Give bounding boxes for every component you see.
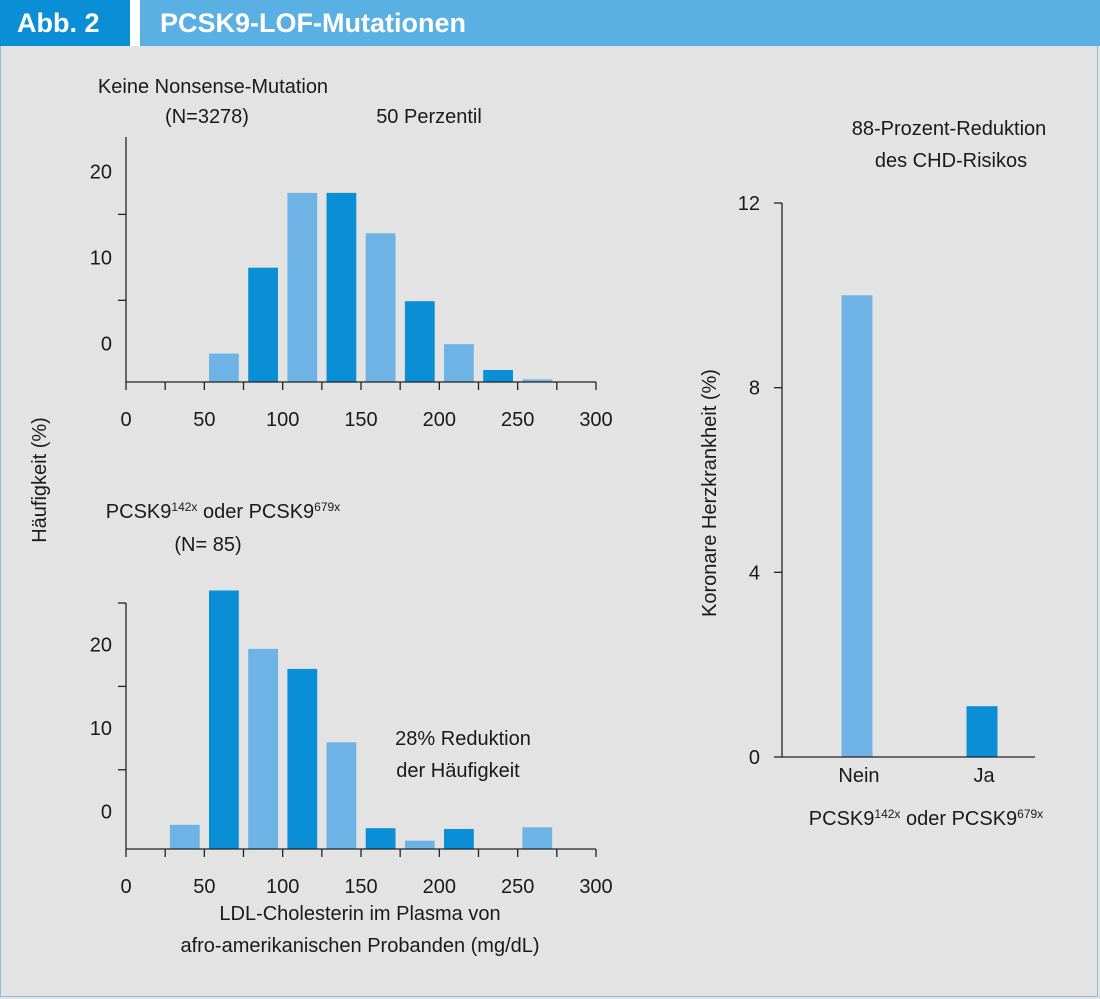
- bottom-bar-0: [169, 824, 200, 849]
- bottom-bar-2: [248, 648, 278, 849]
- top-x-tick-label-6: 300: [579, 409, 612, 431]
- top-y-tick-label-2: 20: [90, 161, 112, 183]
- bottom-x-tick-label-5: 250: [501, 876, 534, 898]
- top-x-tick-label-5: 250: [501, 409, 534, 431]
- right-title-1: 88-Prozent-Reduktion: [852, 118, 1047, 140]
- figure-title: PCSK9-LOF-Mutationen: [140, 0, 1100, 46]
- bottom-bar-1: [209, 590, 239, 849]
- header-bar: Abb. 2 PCSK9-LOF-Mutationen: [0, 0, 1100, 46]
- right-y-tick-label-3: 12: [738, 193, 760, 215]
- top-x-tick-label-4: 200: [423, 409, 456, 431]
- right-xlabel: PCSK9142x oder PCSK9679x: [809, 807, 1043, 830]
- top-bar-5: [404, 301, 435, 382]
- top-x-tick-label-0: 0: [120, 409, 131, 431]
- right-bar-nein: [841, 295, 873, 757]
- top-title: Keine Nonsense-Mutation: [98, 76, 328, 98]
- right-y-tick-label-2: 8: [749, 378, 760, 400]
- top-axes: 0 50 100 150 200 250 300 0 10 20: [90, 137, 613, 431]
- bottom-xlabel-1: LDL-Cholesterin im Plasma von: [219, 903, 500, 925]
- right-xlabel-main: PCSK9: [809, 808, 875, 830]
- bottom-x-tick-label-1: 50: [193, 876, 215, 898]
- top-x-tick-label-3: 150: [344, 409, 377, 431]
- right-xlabel-sup2: 679x: [1017, 807, 1043, 821]
- bottom-x-tick-label-6: 300: [579, 876, 612, 898]
- chart-right: 88-Prozent-Reduktion des CHD-Risikos Kor…: [699, 118, 1046, 830]
- right-y-tick-label-0: 0: [749, 747, 760, 769]
- top-y-tick-label-1: 10: [90, 247, 112, 269]
- right-xlabel-mid: oder PCSK9: [900, 808, 1017, 830]
- top-bar-7: [483, 370, 513, 382]
- top-y-tick-label-0: 0: [101, 333, 112, 355]
- top-bar-0: [209, 353, 239, 382]
- top-annotation: 50 Perzentil: [376, 106, 482, 128]
- bottom-bar-6: [404, 840, 435, 849]
- bottom-bar-4: [326, 742, 357, 849]
- bottom-subtitle: (N= 85): [174, 534, 241, 556]
- bottom-bar-5: [365, 828, 396, 849]
- right-title-2: des CHD-Risikos: [875, 150, 1027, 172]
- top-bar-1: [248, 267, 278, 382]
- bottom-title: PCSK9142x oder PCSK9679x: [106, 500, 340, 523]
- right-bar-ja: [966, 706, 998, 757]
- bottom-y-tick-label-2: 20: [90, 635, 112, 657]
- bottom-xlabel-2: afro-amerikanischen Probanden (mg/dL): [180, 935, 539, 957]
- right-bars: [841, 295, 998, 757]
- right-x-label-1: Ja: [973, 765, 995, 787]
- bottom-bar-3: [287, 668, 318, 849]
- right-y-tick-label-1: 4: [749, 562, 760, 584]
- bottom-axes: 0 50 100 150 200 250 300 0 10 20: [90, 602, 613, 898]
- shared-ylabel: Häufigkeit (%): [29, 417, 51, 543]
- right-ylabel: Koronare Herzkrankheit (%): [699, 369, 721, 617]
- bottom-title-sup2: 679x: [314, 500, 340, 514]
- bottom-bar-7: [444, 829, 474, 849]
- bottom-x-tick-label-2: 100: [266, 876, 299, 898]
- bottom-annotation-1: 28% Reduktion: [395, 728, 531, 750]
- top-x-tick-label-1: 50: [193, 409, 215, 431]
- right-axes: Nein Ja 0 4 8 12: [738, 193, 1035, 787]
- bottom-title-mid: oder PCSK9: [197, 501, 314, 523]
- top-bar-4: [365, 233, 396, 382]
- bottom-x-tick-label-3: 150: [344, 876, 377, 898]
- top-bar-3: [326, 192, 357, 382]
- top-subtitle: (N=3278): [165, 106, 249, 128]
- top-bar-6: [444, 344, 474, 382]
- bottom-bars: [169, 590, 553, 849]
- top-x-tick-label-2: 100: [266, 409, 299, 431]
- bottom-title-sup1: 142x: [171, 500, 197, 514]
- bottom-x-tick-label-4: 200: [423, 876, 456, 898]
- bottom-y-tick-label-1: 10: [90, 718, 112, 740]
- top-bar-8: [522, 379, 553, 382]
- right-x-label-0: Nein: [838, 765, 879, 787]
- bottom-title-main: PCSK9: [106, 501, 172, 523]
- bottom-bar-8: [522, 827, 553, 849]
- chart-bottom: PCSK9142x oder PCSK9679x (N= 85) 28% Red…: [90, 500, 613, 957]
- chart-top: Keine Nonsense-Mutation (N=3278) 50 Perz…: [90, 76, 613, 431]
- bottom-annotation-2: der Häufigkeit: [396, 760, 520, 782]
- top-bar-2: [287, 192, 318, 382]
- bottom-x-tick-label-0: 0: [120, 876, 131, 898]
- top-bars: [209, 192, 553, 382]
- figure-label: Abb. 2: [0, 0, 130, 46]
- bottom-y-tick-label-0: 0: [101, 801, 112, 823]
- right-xlabel-sup1: 142x: [874, 807, 900, 821]
